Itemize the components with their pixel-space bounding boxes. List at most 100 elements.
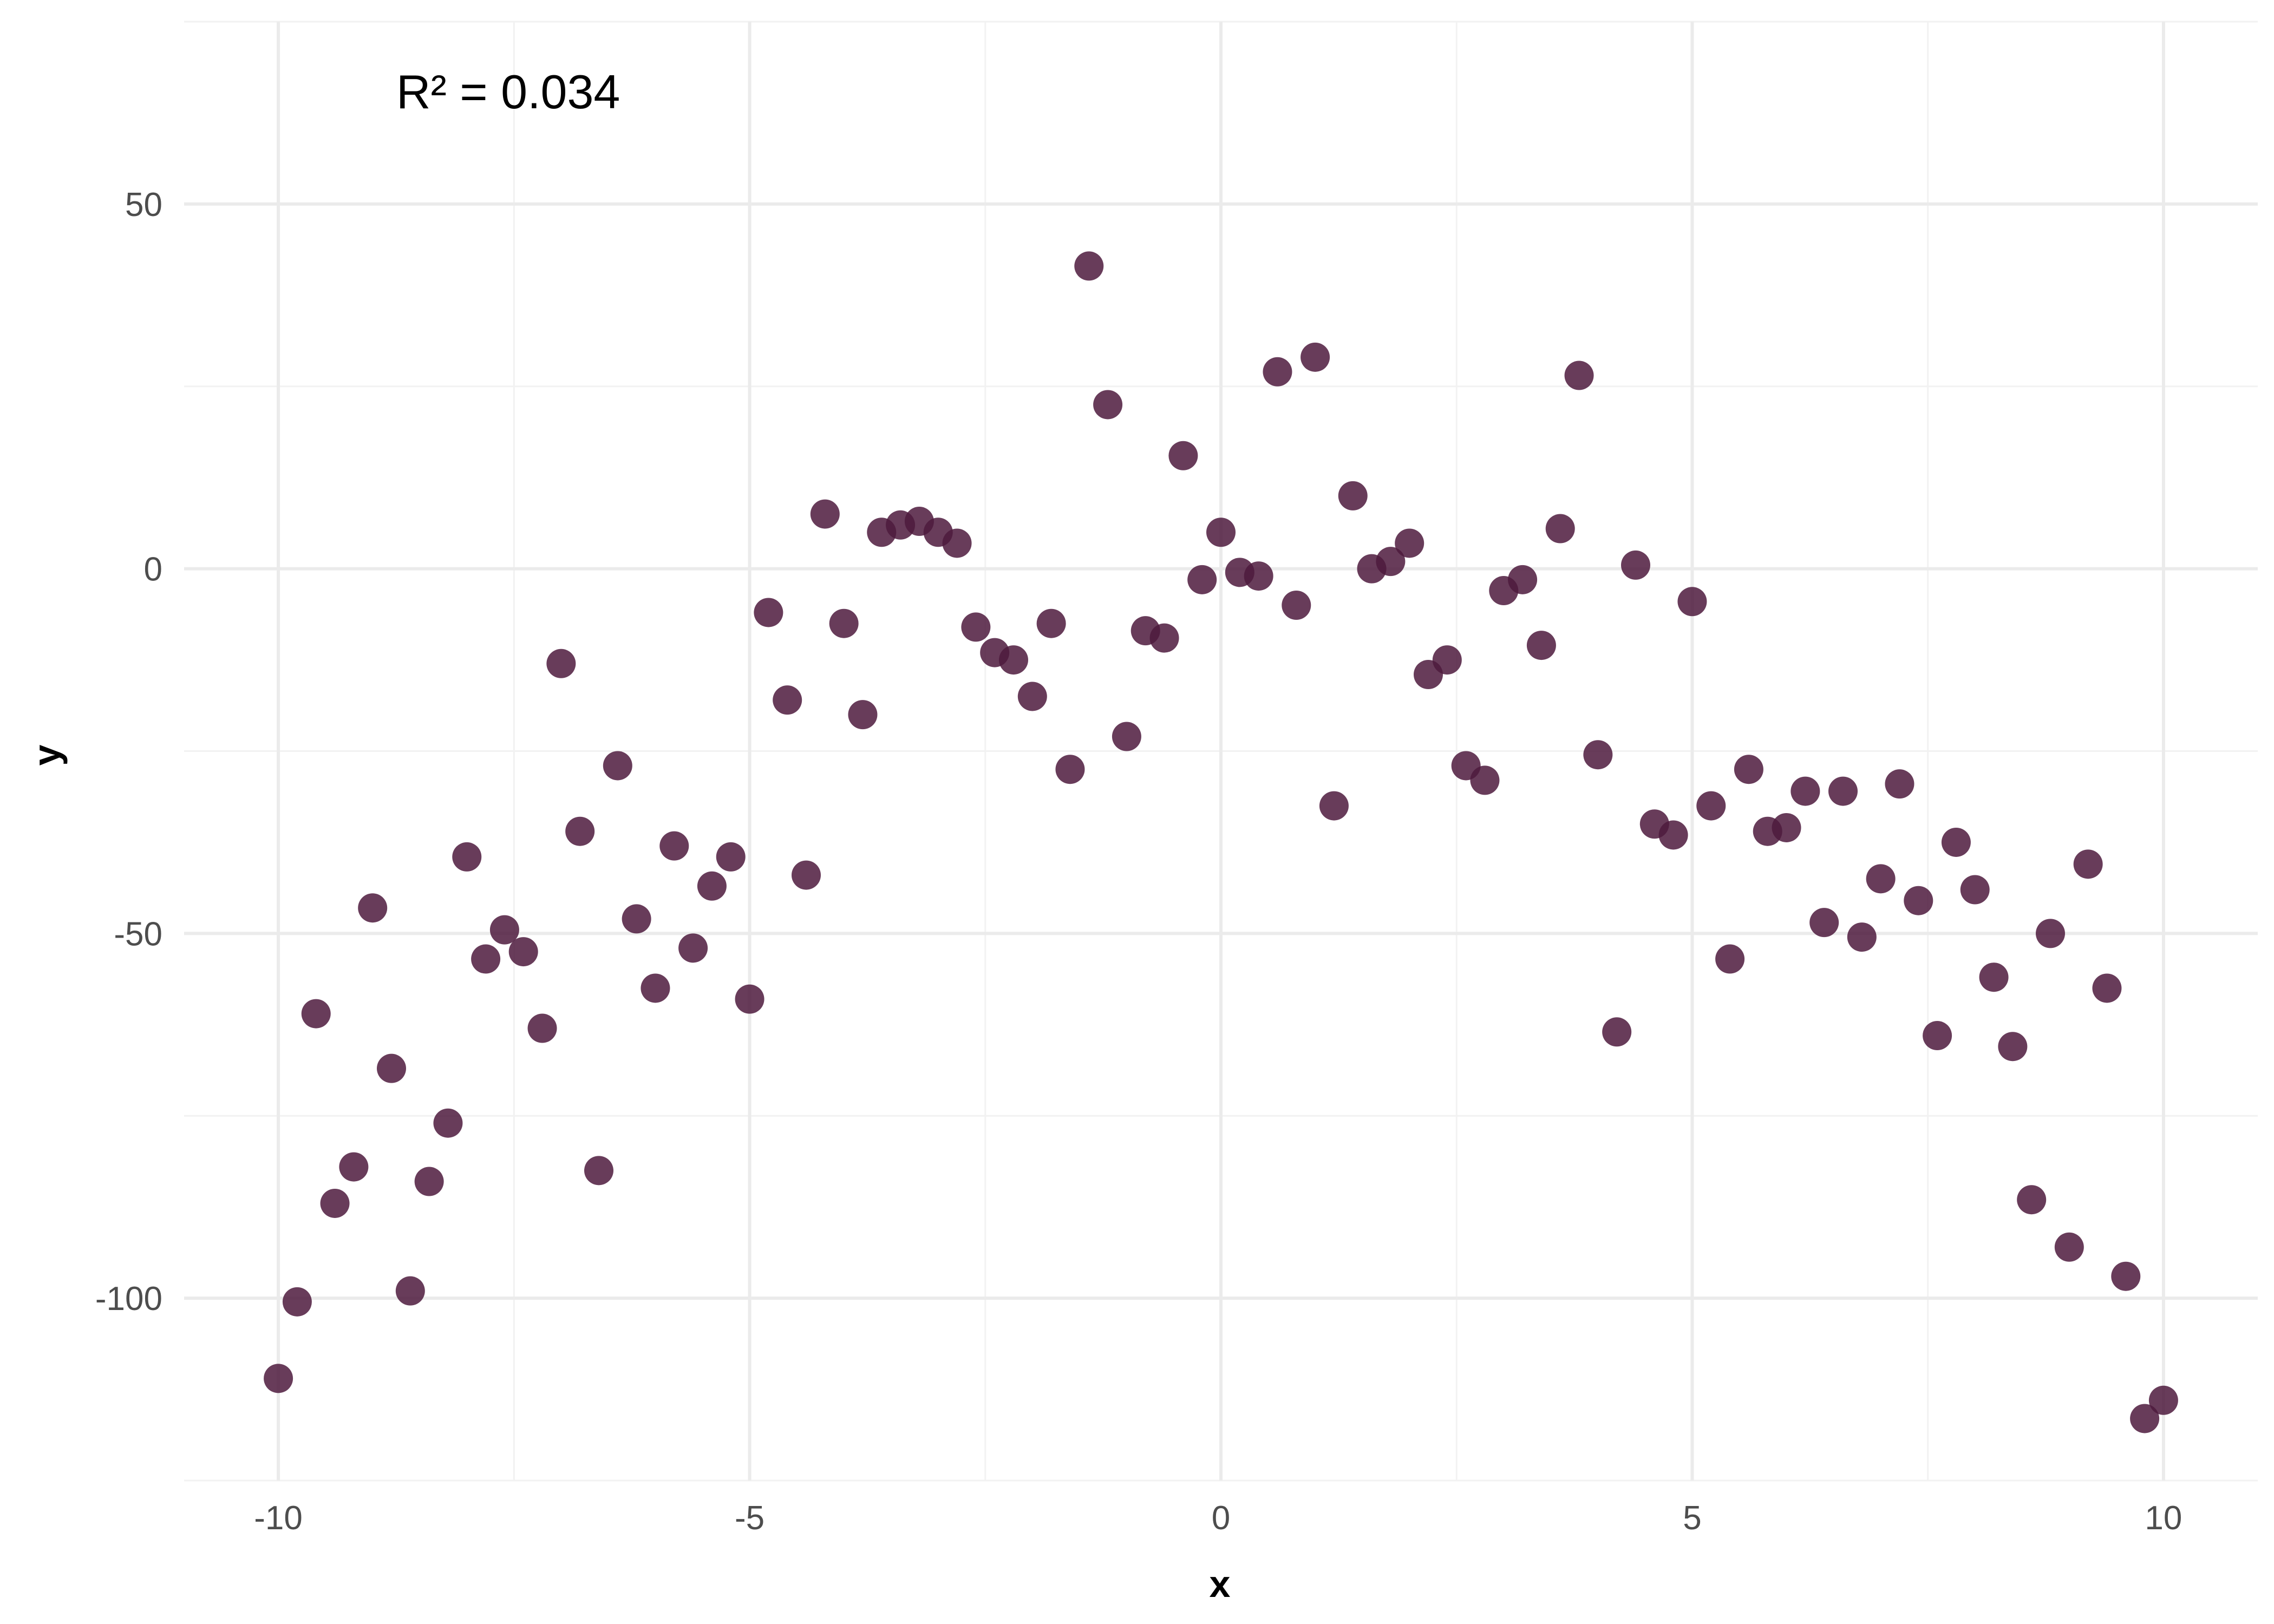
data-point — [1338, 481, 1368, 510]
y-tick-label: -50 — [114, 915, 162, 953]
data-point — [1036, 608, 1066, 638]
data-point — [1734, 755, 1763, 784]
data-point — [1508, 565, 1538, 594]
data-point — [1960, 875, 1990, 905]
data-point — [2092, 973, 2122, 1003]
data-point — [1244, 561, 1273, 591]
data-point — [1885, 769, 1914, 799]
data-point — [489, 915, 519, 945]
data-point — [1715, 944, 1745, 974]
data-point — [1847, 922, 1877, 952]
data-point — [1979, 962, 2009, 992]
data-point — [1470, 765, 1500, 795]
major-gridlines — [184, 22, 2258, 1481]
data-point — [584, 1156, 613, 1186]
data-point — [1696, 791, 1726, 821]
data-point — [1017, 682, 1047, 711]
data-point — [2111, 1261, 2141, 1291]
x-axis-tick-labels: -10 -5 0 5 10 — [254, 1499, 2182, 1537]
data-point — [2017, 1185, 2047, 1215]
data-point — [810, 499, 840, 529]
data-point — [1187, 565, 1217, 594]
data-point — [1055, 755, 1085, 784]
data-point — [301, 999, 331, 1029]
data-point — [848, 700, 878, 730]
data-point — [999, 645, 1028, 675]
data-point — [697, 871, 727, 901]
data-point — [1904, 886, 1933, 915]
data-point — [1263, 357, 1292, 387]
data-point — [1658, 820, 1688, 850]
data-point — [320, 1188, 350, 1218]
data-point — [2073, 849, 2103, 879]
data-point — [2036, 919, 2065, 948]
data-point — [641, 973, 670, 1003]
data-point — [1168, 441, 1198, 470]
data-point — [961, 612, 991, 642]
data-point — [395, 1276, 425, 1306]
data-point — [565, 816, 595, 846]
data-point — [1564, 361, 1594, 390]
y-axis-tick-labels: -100 -50 0 50 — [95, 186, 162, 1318]
data-point — [716, 842, 746, 872]
data-point — [1772, 813, 1801, 842]
data-point — [358, 893, 388, 923]
x-axis-title: x — [1210, 1563, 1231, 1605]
data-point — [1395, 528, 1424, 558]
data-point — [452, 842, 482, 872]
y-tick-label: -100 — [95, 1280, 162, 1318]
data-point — [792, 860, 821, 890]
data-point — [1526, 631, 1556, 660]
data-points — [264, 251, 2178, 1433]
data-point — [471, 944, 501, 974]
data-point — [735, 984, 764, 1014]
data-point — [1319, 791, 1349, 821]
data-point — [603, 751, 632, 781]
data-point — [1828, 776, 1858, 806]
x-tick-label: 0 — [1212, 1499, 1230, 1537]
data-point — [1282, 591, 1311, 620]
x-tick-label: -10 — [254, 1499, 303, 1537]
data-point — [1809, 908, 1839, 938]
data-point — [1583, 740, 1613, 770]
data-point — [414, 1167, 444, 1196]
y-tick-label: 50 — [125, 186, 162, 224]
data-point — [2130, 1404, 2160, 1433]
r-squared-annotation: R² = 0.034 — [396, 65, 620, 119]
data-point — [339, 1152, 369, 1182]
data-point — [1149, 623, 1179, 653]
data-point — [1432, 645, 1462, 675]
x-tick-label: 5 — [1683, 1499, 1701, 1537]
data-point — [773, 685, 802, 715]
data-point — [659, 831, 689, 861]
y-tick-label: 0 — [144, 551, 162, 588]
data-point — [1677, 587, 1707, 617]
data-point — [546, 649, 576, 678]
data-point — [1301, 342, 1330, 372]
data-point — [433, 1108, 463, 1138]
data-point — [1206, 518, 1236, 547]
data-point — [942, 528, 972, 558]
data-point — [678, 933, 708, 963]
data-point — [1998, 1032, 2028, 1062]
data-point — [1093, 390, 1123, 420]
data-point — [1923, 1021, 1952, 1051]
data-point — [1621, 550, 1650, 580]
data-point — [1941, 827, 1971, 857]
data-point — [2054, 1232, 2084, 1262]
data-point — [282, 1287, 312, 1317]
data-point — [264, 1364, 293, 1393]
data-point — [1376, 547, 1406, 577]
data-point — [754, 598, 783, 627]
x-tick-label: 10 — [2145, 1499, 2182, 1537]
data-point — [527, 1013, 557, 1043]
data-point — [1112, 722, 1141, 751]
data-point — [829, 608, 859, 638]
data-point — [1602, 1017, 1632, 1047]
data-point — [622, 904, 651, 934]
data-point — [1791, 776, 1820, 806]
y-axis-title: y — [25, 744, 68, 765]
data-point — [2148, 1385, 2178, 1415]
